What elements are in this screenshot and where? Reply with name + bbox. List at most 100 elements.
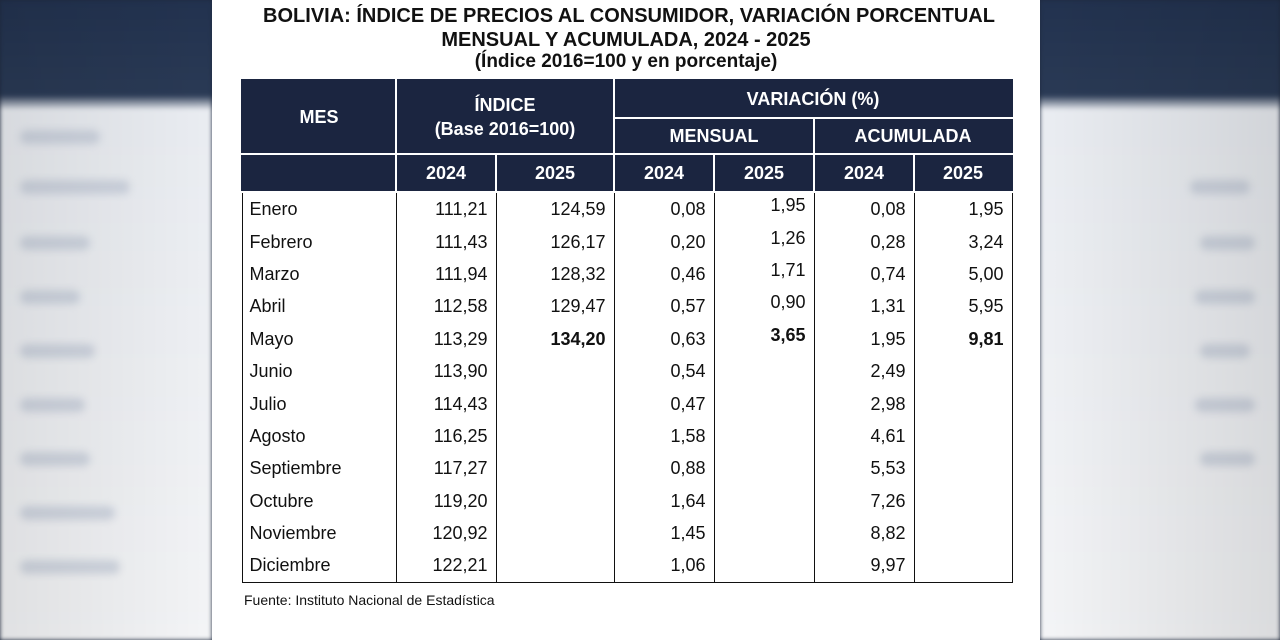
cell-acu-2025 bbox=[913, 452, 1013, 485]
cell-value: 119,20 bbox=[433, 490, 488, 511]
cell-men-2024: 1,06 bbox=[613, 549, 715, 583]
cell-value: 0,08 bbox=[870, 199, 906, 220]
table-row: Mayo 113,29 134,20 0,63 3,65 1,95 9,81 bbox=[241, 322, 1013, 355]
cell-value: 0,20 bbox=[670, 231, 706, 252]
table-row: Julio 114,43 0,47 2,98 bbox=[241, 387, 1013, 420]
cell-value: 111,43 bbox=[435, 231, 488, 252]
cell-value: 0,74 bbox=[870, 263, 906, 284]
cell-men-2024: 0,47 bbox=[613, 387, 715, 420]
cell-men-2025: 3,65 bbox=[713, 322, 815, 355]
cell-value: 124,59 bbox=[550, 199, 606, 220]
title-line-1: BOLIVIA: ÍNDICE DE PRECIOS AL CONSUMIDOR… bbox=[263, 5, 995, 27]
table-row: Septiembre 117,27 0,88 5,53 bbox=[241, 452, 1013, 485]
cell-acu-2025: 3,24 bbox=[913, 225, 1013, 258]
cell-value: 1,95 bbox=[870, 328, 906, 349]
cell-value: 3,24 bbox=[968, 231, 1004, 252]
cell-value: Octubre bbox=[249, 490, 314, 511]
cell-value: 111,21 bbox=[435, 199, 488, 220]
cell-value: 5,53 bbox=[870, 458, 906, 479]
cell-idx-2025 bbox=[495, 549, 615, 583]
header-indice-base: (Base 2016=100) bbox=[434, 119, 576, 139]
cell-value: 117,27 bbox=[433, 458, 488, 479]
header-acumulada: ACUMULADA bbox=[813, 117, 1013, 155]
cell-idx-2024: 113,90 bbox=[395, 354, 497, 388]
cell-value: 0,28 bbox=[870, 231, 906, 252]
cell-men-2024: 0,57 bbox=[613, 290, 715, 323]
cell-acu-2024: 2,49 bbox=[813, 354, 915, 388]
cell-value: 120,92 bbox=[432, 523, 488, 544]
cell-acu-2024: 0,08 bbox=[813, 192, 915, 226]
cell-acu-2024: 0,28 bbox=[813, 225, 915, 258]
cell-value: 9,97 bbox=[870, 555, 906, 576]
cell-idx-2024: 120,92 bbox=[395, 516, 497, 550]
cell-mes: Junio bbox=[241, 354, 397, 388]
table-row: Octubre 119,20 1,64 7,26 bbox=[241, 484, 1013, 517]
header-year: 2024 bbox=[813, 153, 915, 193]
cell-men-2025 bbox=[713, 452, 815, 485]
cell-value: 7,26 bbox=[870, 490, 906, 511]
header-year: 2024 bbox=[613, 153, 715, 193]
cell-men-2025 bbox=[713, 387, 815, 420]
cell-value: 1,58 bbox=[670, 425, 706, 446]
cell-idx-2024: 112,58 bbox=[395, 290, 497, 323]
cell-acu-2024: 1,95 bbox=[813, 322, 915, 355]
cell-value: Enero bbox=[249, 199, 298, 220]
cell-value: Marzo bbox=[249, 263, 300, 284]
cell-value: 0,08 bbox=[670, 199, 706, 220]
cell-acu-2025: 5,00 bbox=[913, 257, 1013, 291]
cell-idx-2025: 124,59 bbox=[495, 192, 615, 226]
cell-acu-2024: 9,97 bbox=[813, 549, 915, 583]
cell-value: 2,98 bbox=[870, 393, 906, 414]
cell-value: 4,61 bbox=[870, 425, 906, 446]
cell-men-2024: 0,20 bbox=[613, 225, 715, 258]
cell-idx-2024: 117,27 bbox=[395, 452, 497, 485]
cell-men-2024: 1,58 bbox=[613, 419, 715, 453]
cell-mes: Abril bbox=[241, 290, 397, 323]
table-row: Abril 112,58 129,47 0,57 0,90 1,31 5,95 bbox=[241, 290, 1013, 323]
cell-acu-2024: 7,26 bbox=[813, 484, 915, 517]
cell-acu-2024: 2,98 bbox=[813, 387, 915, 420]
cell-acu-2025 bbox=[913, 549, 1013, 583]
background-right bbox=[1040, 0, 1280, 640]
cell-idx-2024: 119,20 bbox=[395, 484, 497, 517]
table-row: Junio 113,90 0,54 2,49 bbox=[241, 354, 1013, 388]
cell-men-2024: 0,46 bbox=[613, 257, 715, 291]
cell-value: 2,49 bbox=[870, 361, 906, 382]
cell-value: 122,21 bbox=[432, 555, 488, 576]
cell-value: 128,32 bbox=[550, 263, 606, 284]
cell-value: 0,88 bbox=[670, 458, 706, 479]
cell-men-2024: 1,45 bbox=[613, 516, 715, 550]
cell-men-2025: 1,26 bbox=[713, 225, 815, 258]
cell-value: 1,64 bbox=[670, 490, 706, 511]
header-variacion: VARIACIÓN (%) bbox=[613, 79, 1013, 119]
cell-acu-2024: 5,53 bbox=[813, 452, 915, 485]
cell-value: 1,71 bbox=[770, 259, 806, 280]
cell-idx-2025: 128,32 bbox=[495, 257, 615, 291]
cell-men-2025: 0,90 bbox=[713, 290, 815, 323]
cell-acu-2025 bbox=[913, 516, 1013, 550]
cell-acu-2025: 1,95 bbox=[913, 192, 1013, 226]
cell-idx-2024: 111,43 bbox=[395, 225, 497, 258]
header-year: 2025 bbox=[913, 153, 1013, 193]
cell-value: 1,31 bbox=[870, 296, 906, 317]
cell-value: Mayo bbox=[249, 328, 294, 349]
cell-idx-2025 bbox=[495, 419, 615, 453]
cell-value: 113,29 bbox=[433, 328, 488, 349]
cell-value: 0,90 bbox=[770, 292, 806, 313]
header-mes: MES bbox=[241, 79, 397, 155]
cell-acu-2025 bbox=[913, 354, 1013, 388]
cell-idx-2024: 111,94 bbox=[395, 257, 497, 291]
cell-acu-2024: 0,74 bbox=[813, 257, 915, 291]
cell-idx-2025 bbox=[495, 452, 615, 485]
header-indice: ÍNDICE (Base 2016=100) bbox=[395, 79, 615, 155]
cell-value: Noviembre bbox=[249, 523, 337, 544]
header-year: 2024 bbox=[395, 153, 497, 193]
table-row: Marzo 111,94 128,32 0,46 1,71 0,74 5,00 bbox=[241, 257, 1013, 291]
cell-value: 129,47 bbox=[550, 296, 606, 317]
cell-mes: Enero bbox=[241, 192, 397, 226]
header-indice-label: ÍNDICE bbox=[474, 95, 536, 115]
cell-men-2025 bbox=[713, 484, 815, 517]
cell-value: 1,26 bbox=[770, 227, 806, 248]
cell-value: 5,95 bbox=[968, 296, 1004, 317]
cell-idx-2024: 122,21 bbox=[395, 549, 497, 583]
